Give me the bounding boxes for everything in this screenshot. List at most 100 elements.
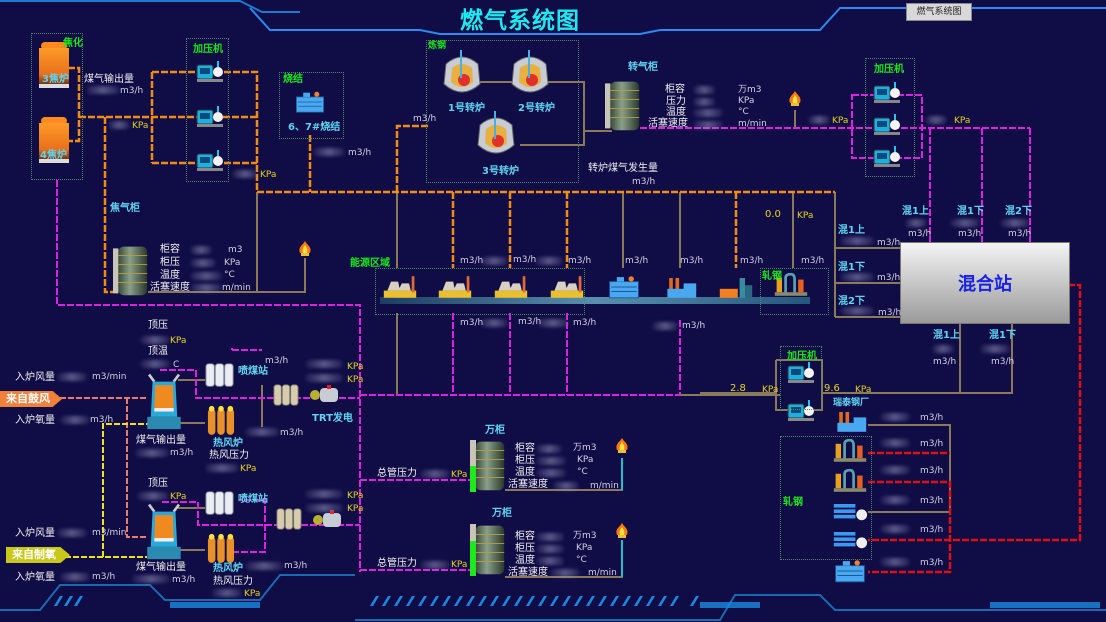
- mixing-station[interactable]: 混合站: [900, 242, 1070, 324]
- hot-stove-label: 热风炉: [213, 438, 243, 449]
- unit: °C: [224, 270, 235, 280]
- unit: m3/h: [682, 321, 706, 331]
- booster-outlet-pressure-readout: 9.6: [824, 383, 840, 394]
- unit: m3/h: [933, 357, 957, 367]
- mix-top-label: 混1上: [902, 206, 929, 217]
- factory-icon[interactable]: [667, 278, 697, 298]
- coke-main-pressure-readout: 0.0: [765, 209, 781, 220]
- value-masked: [305, 360, 343, 368]
- main-pressure-label: 总管压力: [377, 468, 417, 479]
- booster-right-label: 加压机: [874, 64, 904, 75]
- value-masked: [880, 525, 910, 533]
- unit: m3/h: [120, 86, 144, 96]
- hot-stove-icon[interactable]: [207, 533, 235, 563]
- ruitai-label: 瑞泰钢厂: [833, 398, 870, 408]
- unit: KPa: [451, 560, 468, 570]
- value-masked: [536, 545, 564, 553]
- unit: m/min: [588, 568, 617, 578]
- value-masked: [190, 246, 212, 254]
- unit: m3: [228, 245, 243, 255]
- blast-furnace-2-icon[interactable]: [145, 503, 183, 561]
- value-masked: [808, 116, 830, 124]
- unit: m3/h: [90, 415, 114, 425]
- value-masked: [536, 445, 562, 453]
- value-masked: [536, 533, 564, 541]
- unit: KPa: [855, 385, 872, 395]
- coal-injection-icon[interactable]: [205, 363, 234, 387]
- oxygen-pipe: [65, 423, 148, 558]
- gas-output-label: 煤气输出量: [136, 435, 186, 446]
- coking-group: [31, 33, 83, 180]
- unit: KPa: [347, 504, 364, 514]
- dust-filter-icon[interactable]: [273, 384, 299, 406]
- value-masked: [313, 148, 345, 156]
- coke-gas-pipes: [68, 66, 835, 294]
- booster-group-right: [865, 58, 915, 177]
- value-masked: [305, 374, 343, 382]
- coke-gas-holder-icon[interactable]: [113, 246, 148, 296]
- field-label: 温度: [515, 555, 535, 566]
- value-masked: [132, 575, 170, 583]
- field-label: 活塞速度: [150, 282, 190, 293]
- unit: °C: [577, 467, 588, 477]
- sintering-name: 6、7#烧结: [288, 122, 341, 133]
- value-masked: [420, 561, 450, 569]
- hot-air-pressure-label: 热风压力: [213, 576, 253, 587]
- unit: m3/h: [568, 256, 592, 266]
- hot-stove-icon[interactable]: [207, 405, 235, 435]
- value-masked: [212, 589, 242, 597]
- value-masked: [536, 557, 564, 565]
- air-flow-label: 入炉风量: [15, 372, 55, 383]
- field-label: 活塞速度: [648, 118, 688, 129]
- coal-injection-icon[interactable]: [205, 491, 234, 515]
- converter-gas-holder-label: 转气柜: [628, 62, 658, 73]
- field-label: 活塞速度: [508, 567, 548, 578]
- unit: m3/h: [1008, 229, 1032, 239]
- plant-building-icon[interactable]: [835, 559, 865, 583]
- blast-furnace-1-icon[interactable]: [145, 373, 183, 431]
- converter-1-label: 1号转炉: [448, 103, 485, 114]
- unit: m3/h: [920, 439, 944, 449]
- unit: KPa: [224, 258, 241, 268]
- steel-mill-icon[interactable]: [719, 278, 753, 298]
- unit: C: [173, 360, 180, 370]
- unit: m3/h: [172, 575, 196, 585]
- unit: m3/h: [920, 466, 944, 476]
- plant-building-icon[interactable]: [609, 275, 639, 299]
- unit: KPa: [451, 470, 468, 480]
- unit: °C: [738, 107, 749, 117]
- field-label: 压力: [666, 96, 686, 107]
- value-masked: [190, 272, 222, 280]
- booster-label: 加压机: [193, 44, 223, 55]
- value-masked: [480, 319, 508, 327]
- air-flow-label: 入炉风量: [15, 528, 55, 539]
- top-temp-label: 顶温: [148, 346, 168, 357]
- ruitai-steel-plant-icon[interactable]: [837, 412, 867, 432]
- unit: KPa: [762, 385, 779, 395]
- field-label: 温度: [515, 467, 535, 478]
- unit: m/min: [222, 283, 251, 293]
- value-masked: [140, 336, 170, 344]
- unit: KPa: [170, 492, 187, 502]
- dust-filter-icon[interactable]: [276, 508, 302, 530]
- converter-gas-holder-icon[interactable]: [605, 81, 640, 131]
- unit: m3/h: [265, 356, 289, 366]
- unit: m3/h: [573, 318, 597, 328]
- unit: m3/h: [280, 428, 304, 438]
- coke-oven-4-label: 4焦炉: [40, 150, 67, 161]
- energy-area-gas-band: [380, 297, 810, 304]
- unit: KPa: [132, 121, 149, 131]
- value-masked: [140, 360, 170, 368]
- coal-injection-label: 喷煤站: [238, 494, 268, 505]
- value-masked: [245, 428, 279, 436]
- value-masked: [925, 116, 947, 124]
- value-masked: [652, 322, 678, 330]
- trt-generator-icon[interactable]: [313, 510, 341, 527]
- value-masked: [232, 170, 258, 178]
- value-masked: [840, 237, 874, 245]
- steelmaking-label: 炼钢: [428, 41, 447, 51]
- gas-system-nav-button[interactable]: 燃气系统图: [906, 3, 972, 21]
- trt-generator-icon[interactable]: [310, 385, 338, 402]
- mix-top-label: 混1下: [957, 206, 984, 217]
